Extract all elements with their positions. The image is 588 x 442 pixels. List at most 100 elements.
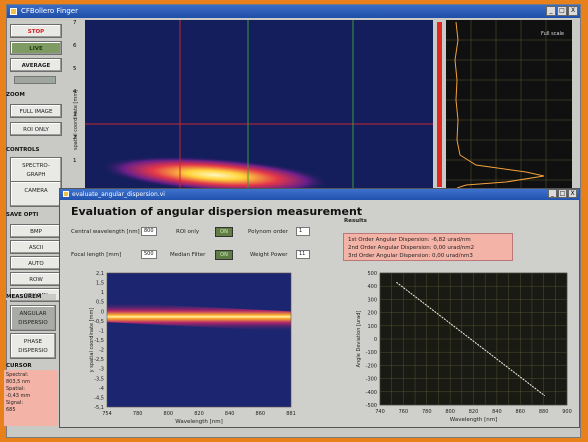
- line-x-tick: 840: [492, 409, 502, 415]
- spectrograph-label-1: SPECTRO-: [22, 163, 50, 169]
- heatmap-y-tick: -4: [99, 386, 104, 392]
- spectrograph-button[interactable]: SPECTRO- GRAPH: [10, 157, 62, 183]
- maximize-button[interactable]: □: [557, 6, 567, 16]
- save-ascii-button[interactable]: ASCII: [10, 240, 62, 254]
- focal-length-input[interactable]: 500: [141, 250, 157, 259]
- line-ylabel: Angle Deviation [urad]: [356, 311, 362, 368]
- cursor-line: 803,5 nm: [6, 379, 30, 385]
- profile-trace: [454, 21, 545, 189]
- line-x-tick: 780: [422, 409, 432, 415]
- camera-button[interactable]: CAMERA: [10, 181, 62, 207]
- phase-label-2: DISPERSIO: [18, 348, 48, 354]
- cursor-header: CURSOR: [6, 363, 32, 369]
- save-options-header: SAVE OPTI: [6, 212, 39, 218]
- heatmap-xlabel: Wavelength [nm]: [175, 419, 223, 425]
- line-x-tick: 860: [515, 409, 525, 415]
- cursor-line: Spatial:: [6, 386, 25, 392]
- line-xlabel: Wavelength [nm]: [450, 417, 498, 423]
- profile-fullscale-label: Full scale: [540, 31, 564, 37]
- main-titlebar: CFBollero Finger _ □ X: [7, 5, 580, 18]
- line-y-tick: -400: [366, 390, 377, 396]
- line-x-tick: 880: [539, 409, 549, 415]
- dialog-minimize-button[interactable]: _: [548, 189, 557, 198]
- dispersion-heatmap-chart: 2,1 1,5 1 0,5 0 -0,5 -1 -1,5 -2 -2,5 -3 -3,5 -4 -4,5 -…: [89, 271, 296, 425]
- polynom-order-label: Polynom order: [248, 229, 288, 235]
- line-y-tick: 500: [367, 271, 377, 277]
- spatial-profile-plot[interactable]: Full scale: [446, 20, 572, 189]
- window-title: CFBollero Finger: [21, 7, 78, 15]
- heatmap-y-tick: -1,5: [94, 338, 104, 344]
- heatmap-frame: [106, 272, 292, 408]
- angular-label-1: ANGULAR: [19, 311, 47, 317]
- line-y-tick: 300: [367, 297, 377, 303]
- dialog-maximize-button[interactable]: □: [558, 189, 567, 198]
- angle-deviation-line: [396, 281, 546, 397]
- minimize-button[interactable]: _: [546, 6, 556, 16]
- line-x-tick: 900: [562, 409, 572, 415]
- weight-power-input[interactable]: 11: [296, 250, 310, 259]
- y-tick: 6: [73, 43, 77, 49]
- spectrogram-y-axis: 7 6 5 4 3 2 1: [72, 20, 84, 188]
- heatmap-x-tick: 860: [256, 411, 266, 417]
- result-line: 3rd Order Angular Dispersion: 0,00 urad/…: [348, 253, 473, 259]
- save-bmp-button[interactable]: BMP: [10, 224, 62, 238]
- roi-only-toggle[interactable]: ON: [215, 227, 233, 237]
- angular-label-2: DISPERSIO: [18, 320, 48, 326]
- y-tick: 3: [73, 112, 77, 118]
- phase-dispersion-button[interactable]: PHASE DISPERSIO: [10, 333, 56, 359]
- heatmap-ridge: [107, 302, 291, 332]
- result-line: 2nd Order Angular Dispersion: 0,00 urad/…: [348, 245, 475, 251]
- heatmap-y-tick: -3: [99, 367, 104, 373]
- spectrogram-hotspot: [100, 156, 330, 188]
- phase-label-1: PHASE: [23, 339, 43, 345]
- median-filter-toggle[interactable]: ON: [215, 250, 233, 260]
- cursor-line: Signal:: [6, 400, 24, 406]
- result-line: 1st Order Angular Dispersion: -6,82 urad…: [348, 237, 471, 243]
- save-row-button[interactable]: ROW: [10, 272, 62, 286]
- y-tick: 4: [73, 89, 77, 95]
- cursor-line: -0,43 mm: [6, 393, 31, 399]
- dialog-heading: Evaluation of angular dispersion measure…: [71, 205, 363, 218]
- line-y-tick: -100: [366, 350, 377, 356]
- line-y-tick: -500: [366, 403, 377, 409]
- close-button[interactable]: X: [568, 6, 578, 16]
- line-y-tick: 200: [367, 311, 377, 317]
- heatmap-y-tick: -5,1: [94, 405, 104, 411]
- live-button[interactable]: LIVE: [10, 41, 62, 55]
- heatmap-x-tick: 840: [225, 411, 235, 417]
- spectrogram-ylabel: spatial coordinate [mm]: [73, 89, 79, 150]
- average-button[interactable]: AVERAGE: [10, 58, 62, 72]
- heatmap-y-tick: 2,1: [96, 271, 104, 277]
- y-tick: 2: [73, 135, 77, 141]
- line-y-tick: 100: [367, 324, 377, 330]
- vi-icon: [63, 191, 69, 197]
- heatmap-y-tick: -0,5: [94, 319, 104, 325]
- controls-header: CONTROLS: [6, 147, 40, 153]
- heatmap-x-tick: 820: [194, 411, 204, 417]
- roi-only-button[interactable]: ROI ONLY: [10, 122, 62, 136]
- line-y-tick: -300: [366, 377, 377, 383]
- polynom-order-input[interactable]: 1: [296, 227, 310, 236]
- line-y-tick: 0: [374, 337, 377, 343]
- central-wavelength-label: Central wavelength [nm]: [71, 229, 140, 235]
- cursor-line: Spectral:: [6, 372, 29, 378]
- spectrogram-plot[interactable]: [85, 20, 433, 188]
- heatmap-y-tick: 1,5: [96, 281, 104, 287]
- angular-dispersion-button[interactable]: ANGULAR DISPERSIO: [10, 305, 56, 331]
- line-x-tick: 760: [399, 409, 409, 415]
- heatmap-x-tick: 754: [102, 411, 112, 417]
- heatmap-y-tick: -2,5: [94, 357, 104, 363]
- save-auto-button[interactable]: AUTO: [10, 256, 62, 270]
- full-image-button[interactable]: FULL IMAGE: [10, 104, 62, 118]
- stop-button[interactable]: STOP: [10, 24, 62, 38]
- cursor-readout: Spectral: 803,5 nm Spatial: -0,43 mm Sig…: [4, 370, 58, 426]
- dialog-close-button[interactable]: X: [568, 189, 577, 198]
- heatmap-y-tick: 0: [101, 309, 104, 315]
- dialog-title: evaluate_angular_dispersion.vi: [72, 191, 165, 198]
- dialog-titlebar: evaluate_angular_dispersion.vi _ □ X: [60, 189, 579, 200]
- y-tick: 7: [73, 20, 77, 26]
- y-tick: 5: [73, 66, 77, 72]
- heatmap-y-tick: 0,5: [96, 300, 104, 306]
- central-wavelength-input[interactable]: 800: [141, 227, 157, 236]
- cursor-line: 685: [6, 407, 16, 413]
